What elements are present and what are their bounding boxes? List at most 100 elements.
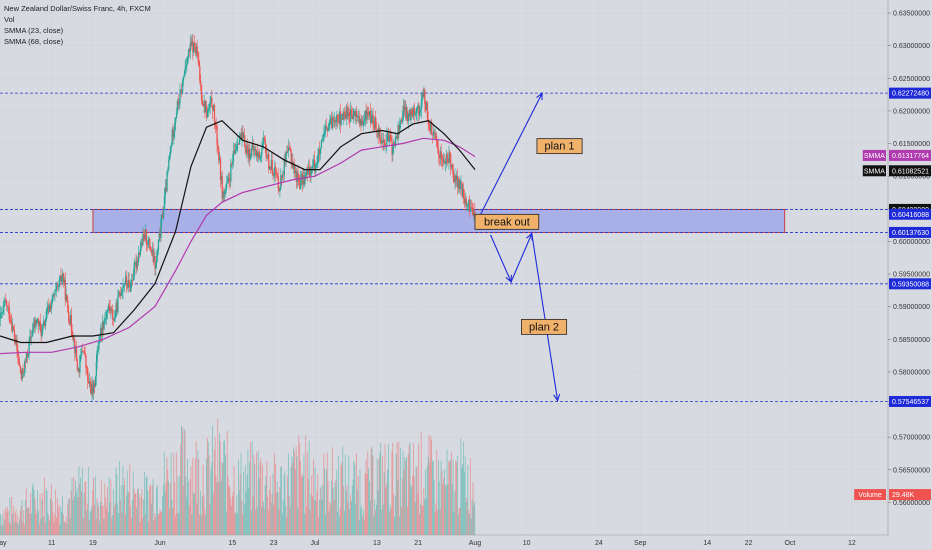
volume-bar bbox=[173, 452, 175, 535]
arrow-head[interactable] bbox=[526, 232, 533, 241]
candle-body bbox=[340, 113, 342, 125]
volume-bar bbox=[369, 481, 370, 535]
volume-bar bbox=[253, 454, 255, 535]
hline-layer[interactable] bbox=[0, 92, 888, 402]
volume-bar bbox=[376, 459, 378, 535]
note-box[interactable] bbox=[474, 213, 540, 230]
volume-bar bbox=[243, 504, 245, 535]
candle-body bbox=[281, 175, 283, 178]
volume-bar bbox=[195, 440, 197, 535]
scenario-arrow[interactable] bbox=[479, 93, 543, 216]
volume-bar bbox=[122, 465, 124, 535]
candle-body bbox=[408, 110, 410, 115]
volume-bar bbox=[211, 462, 213, 535]
volume-bar bbox=[135, 493, 137, 535]
note-plan-1[interactable]: plan 1 bbox=[536, 138, 583, 155]
volume-bar bbox=[435, 503, 437, 535]
legend-smma-slow[interactable]: SMMA (68, close) bbox=[4, 37, 64, 46]
arrow-head[interactable] bbox=[553, 393, 561, 402]
volume-bar bbox=[438, 480, 440, 535]
time-tick-label: 12 bbox=[848, 540, 856, 547]
volume-bar bbox=[425, 470, 426, 535]
time-axis[interactable]: May 11 19 Jun 15 23 Jul 13 21 Aug 10 24 Sep 14 22 Oct 12 bbox=[0, 534, 888, 550]
price-tag-label: 0.59350088 bbox=[892, 281, 929, 288]
candle-body bbox=[64, 279, 66, 300]
candle-body bbox=[295, 170, 298, 182]
volume-bar bbox=[464, 456, 466, 535]
volume-bar bbox=[225, 511, 227, 535]
legend-vol[interactable]: Vol bbox=[4, 15, 15, 24]
price-axis[interactable]: 0.63500000 0.63000000 0.62500000 0.62000000… bbox=[887, 0, 932, 550]
candle-body bbox=[289, 147, 291, 151]
candle-body bbox=[81, 350, 84, 352]
candle-body bbox=[195, 46, 198, 54]
volume-bar bbox=[223, 441, 225, 535]
note-box[interactable] bbox=[536, 138, 583, 155]
candle-body bbox=[50, 305, 52, 310]
candle-body bbox=[450, 154, 452, 168]
volume-bar bbox=[215, 475, 217, 535]
note-box[interactable] bbox=[521, 318, 568, 335]
candle-body bbox=[456, 176, 458, 180]
candle-body bbox=[172, 129, 174, 137]
candle-body bbox=[34, 319, 36, 328]
candle-body bbox=[413, 107, 416, 115]
candle-body bbox=[404, 106, 406, 111]
candle-body bbox=[354, 111, 356, 117]
note-layer[interactable]: plan 1 break out plan 2 bbox=[474, 138, 583, 335]
candle-body bbox=[10, 321, 12, 323]
candle-body bbox=[61, 277, 63, 282]
scenario-arrow[interactable] bbox=[489, 231, 559, 401]
volume-bar bbox=[210, 470, 212, 535]
volume-bar bbox=[178, 513, 180, 535]
legend-symbol-title[interactable]: New Zealand Dollar/Swiss Franc, 4h, FXCM bbox=[4, 4, 151, 13]
candle-body bbox=[463, 197, 466, 204]
volume-bar bbox=[93, 477, 95, 535]
volume-bar bbox=[172, 507, 174, 535]
candle-body bbox=[137, 252, 140, 263]
volume-bar bbox=[360, 508, 362, 535]
candle-body bbox=[308, 166, 310, 170]
candle-body bbox=[286, 150, 288, 153]
candle-body bbox=[441, 158, 443, 160]
volume-bar bbox=[79, 483, 81, 535]
candle-body bbox=[28, 340, 30, 356]
arrow-head[interactable] bbox=[505, 274, 512, 284]
volume-bar bbox=[181, 425, 182, 535]
tag-prefix-box bbox=[862, 149, 886, 161]
volume-bar bbox=[248, 487, 250, 535]
volume-bar bbox=[199, 514, 201, 535]
arrow-head[interactable] bbox=[536, 92, 543, 101]
candle-body bbox=[130, 281, 132, 292]
arrow-layer[interactable] bbox=[479, 92, 561, 402]
volume-bar bbox=[96, 498, 98, 535]
time-tick-label: 15 bbox=[228, 540, 236, 547]
candle-body bbox=[443, 160, 445, 162]
zone-layer[interactable] bbox=[92, 209, 786, 233]
candle-body bbox=[332, 117, 335, 122]
candle-body bbox=[122, 285, 124, 292]
volume-bar bbox=[275, 491, 277, 535]
volume-bar bbox=[78, 466, 80, 535]
tag-prefix-box bbox=[862, 165, 886, 177]
price-tick-label: 0.62500000 bbox=[893, 76, 930, 83]
candle-body bbox=[292, 161, 294, 169]
candle-body bbox=[48, 306, 50, 312]
candle-body bbox=[202, 104, 204, 106]
time-tick-label: 21 bbox=[414, 540, 422, 547]
candle-body bbox=[273, 174, 275, 176]
volume-bar bbox=[299, 443, 301, 535]
note-break-out[interactable]: break out bbox=[474, 213, 540, 230]
breakout-zone[interactable] bbox=[92, 209, 786, 233]
candle-body bbox=[175, 112, 178, 119]
note-plan-2[interactable]: plan 2 bbox=[521, 318, 568, 335]
volume-bar bbox=[148, 521, 150, 535]
volume-bar bbox=[194, 458, 196, 535]
volume-bar bbox=[240, 453, 242, 535]
volume-bar bbox=[348, 455, 350, 535]
volume-bar bbox=[377, 490, 379, 535]
legend-smma-fast[interactable]: SMMA (23, close) bbox=[4, 26, 64, 35]
candle-body bbox=[291, 161, 293, 163]
volume-bar bbox=[34, 498, 36, 535]
